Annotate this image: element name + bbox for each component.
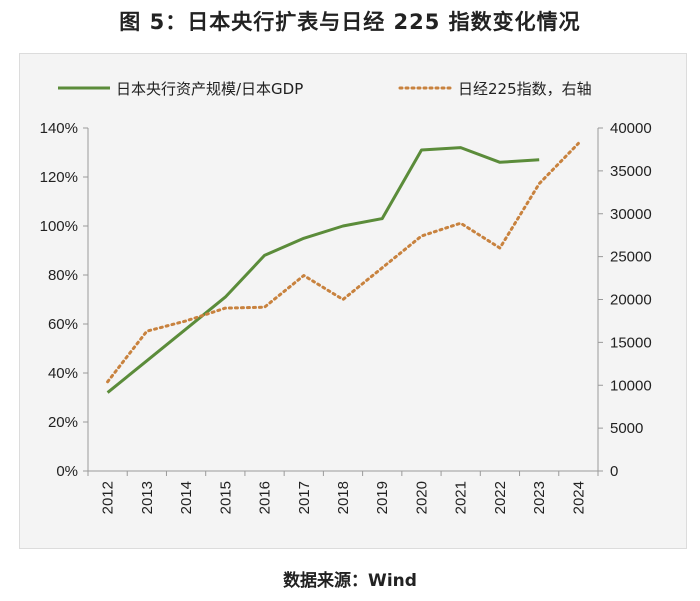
series-line-asset-ratio [106, 146, 540, 394]
right-tick-label: 40000 [610, 120, 652, 137]
x-tick-label: 2015 [217, 481, 234, 514]
chart-panel [19, 53, 687, 549]
x-tick-label: 2013 [139, 481, 156, 514]
x-tick-label: 2018 [335, 481, 352, 514]
x-tick-label: 2022 [492, 481, 509, 514]
x-tick-label: 2016 [257, 481, 274, 514]
left-tick-label: 60% [48, 316, 78, 333]
series-layer [106, 141, 580, 394]
left-tick-label: 0% [56, 463, 78, 480]
legend: 日本央行资产规模/日本GDP 日经225指数，右轴 [58, 80, 592, 98]
x-tick-label: 2019 [374, 481, 391, 514]
x-tick-label: 2024 [570, 481, 587, 514]
figure-title: 图 5：日本央行扩表与日经 225 指数变化情况 [119, 10, 581, 34]
left-tick-label: 120% [40, 169, 78, 186]
source-note: 数据来源：Wind [283, 571, 417, 591]
right-tick-label: 5000 [610, 420, 643, 437]
left-tick-label: 20% [48, 414, 78, 431]
x-tick-label: 2021 [453, 481, 470, 514]
left-tick-label: 40% [48, 365, 78, 382]
right-tick-label: 20000 [610, 292, 652, 309]
left-tick-label: 100% [40, 218, 78, 235]
right-tick-label: 30000 [610, 206, 652, 223]
x-tick-label: 2017 [296, 481, 313, 514]
legend-label-asset-ratio: 日本央行资产规模/日本GDP [116, 80, 303, 98]
right-tick-label: 10000 [610, 377, 652, 394]
left-tick-label: 140% [40, 120, 78, 137]
x-tick-label: 2014 [178, 481, 195, 514]
axes: 0% 20% 40% 60% 80% 100% 120% 140% 0 5000 10000 1500… [40, 120, 652, 514]
right-tick-label: 25000 [610, 249, 652, 266]
left-tick-label: 80% [48, 267, 78, 284]
x-tick-label: 2023 [531, 481, 548, 514]
x-tick-label: 2012 [100, 481, 117, 514]
legend-label-nikkei: 日经225指数，右轴 [458, 80, 592, 98]
right-tick-label: 35000 [610, 163, 652, 180]
series-line-nikkei [106, 141, 580, 384]
right-tick-label: 15000 [610, 334, 652, 351]
right-tick-label: 0 [610, 463, 618, 480]
x-tick-label: 2020 [413, 481, 430, 514]
